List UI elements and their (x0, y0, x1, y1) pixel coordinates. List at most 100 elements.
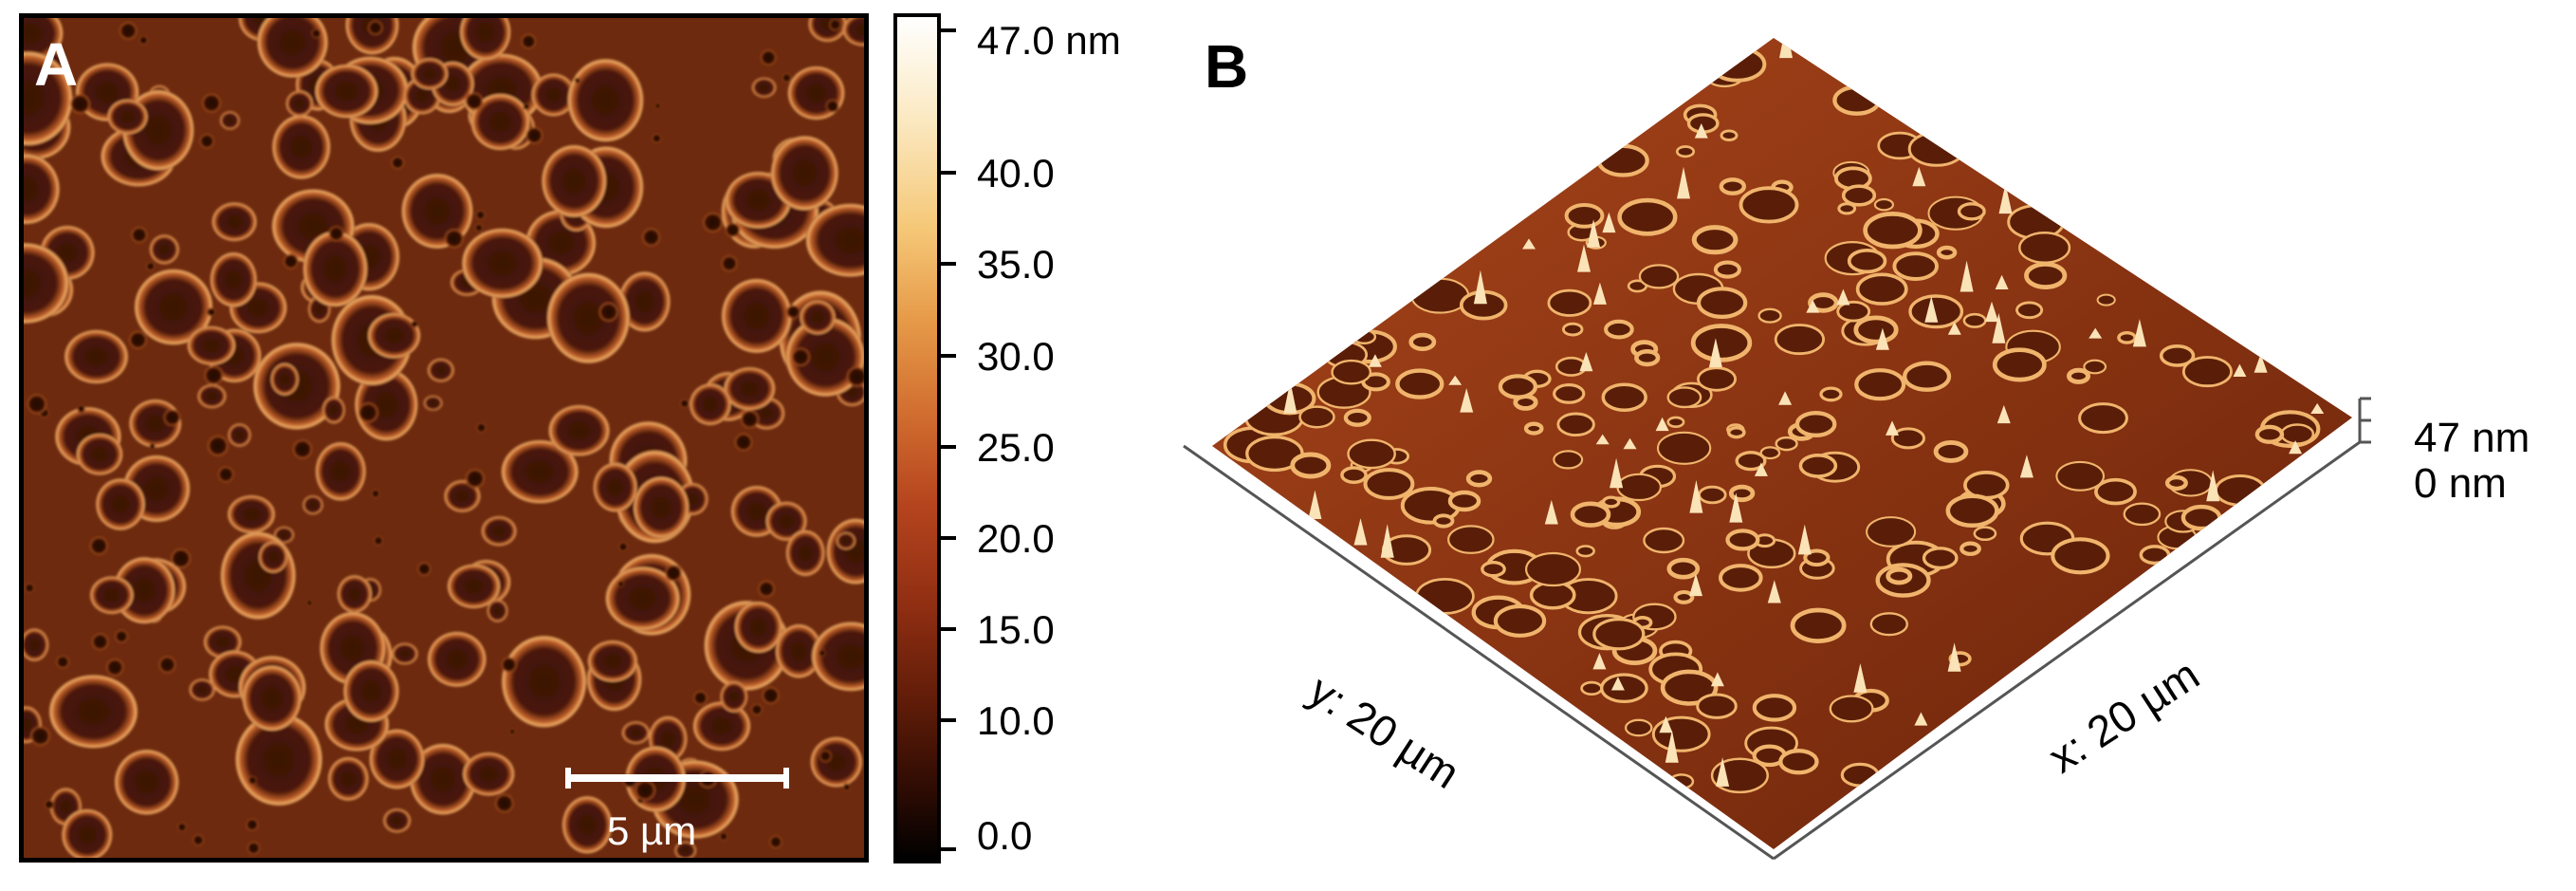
surface-peak (2254, 353, 2268, 373)
film-hole (689, 383, 731, 426)
surface-crater (1290, 452, 1332, 479)
film-pit (758, 580, 775, 598)
afm-height-map-2d (19, 13, 869, 863)
surface-peak (1995, 274, 2009, 289)
film-hole (605, 566, 680, 631)
film-hole (391, 642, 418, 665)
film-hole (561, 795, 613, 854)
surface-crater (1854, 368, 1906, 401)
film-hole (24, 51, 73, 146)
film-pit (217, 466, 234, 483)
film-hole (460, 18, 511, 61)
surface-peak (1665, 730, 1679, 763)
colorbar-label: 40.0 (977, 151, 1055, 195)
film-pit (665, 565, 682, 582)
film-hole (234, 713, 323, 807)
surface-peak (1836, 288, 1850, 306)
film-pit (149, 443, 156, 450)
surface-peak (2088, 327, 2103, 339)
film-hole (546, 272, 631, 364)
film-pit (207, 307, 216, 317)
film-pit (163, 409, 181, 426)
film-pit (89, 536, 108, 555)
film-pit (138, 35, 148, 46)
surface-crater (1775, 436, 1798, 452)
surface-peak (1716, 757, 1730, 787)
film-pit (842, 783, 851, 791)
surface-crater (1668, 773, 1695, 790)
surface-peak (1592, 282, 1607, 305)
film-hole (751, 77, 777, 98)
surface-crater (1410, 277, 1470, 314)
surface-peak (1886, 420, 1899, 436)
surface-crater (1698, 485, 1727, 505)
surface-crater (1962, 312, 1987, 328)
surface-crater (1656, 431, 1712, 465)
surface-crater (1819, 386, 1843, 402)
surface-crater (1617, 197, 1678, 236)
surface-crater (1713, 260, 1741, 279)
film-pit (283, 253, 299, 269)
surface-crater (1808, 292, 1839, 313)
surface-peak (1353, 518, 1368, 546)
surface-peak (1689, 479, 1703, 513)
film-hole (444, 479, 481, 512)
surface-crater (2159, 343, 2196, 367)
film-hole (383, 808, 412, 833)
surface-crater (2051, 537, 2110, 575)
film-pit (177, 822, 187, 832)
film-hole (770, 136, 839, 211)
surface-crater (1592, 618, 1646, 651)
surface-peak (2310, 402, 2325, 414)
surface-crater (2139, 545, 2171, 566)
film-hole (210, 251, 257, 307)
film-hole (811, 622, 864, 692)
surface-crater (1890, 427, 1926, 450)
surface-crater (2280, 423, 2315, 445)
surface-crater (1847, 248, 1887, 274)
film-hole (409, 743, 477, 815)
surface-peak (1522, 238, 1536, 250)
surface-crater (2123, 502, 2162, 527)
film-pit (246, 818, 259, 831)
surface-crater (1836, 300, 1871, 323)
film-hole (427, 358, 454, 382)
film-hole (800, 300, 836, 335)
film-pit (525, 126, 543, 144)
surface-crater (2024, 261, 2068, 289)
film-hole (842, 18, 864, 46)
surface-crater (1601, 495, 1621, 509)
afm-height-map-image (24, 18, 864, 858)
surface-crater (1739, 186, 1799, 224)
film-hole (531, 73, 576, 117)
film-pit (391, 156, 405, 170)
colorbar-tick (941, 847, 956, 851)
film-hole (113, 556, 175, 624)
colorbar-tick (941, 171, 956, 175)
surface-crater (1575, 545, 1595, 558)
surface-crater (1933, 439, 1969, 463)
surface-crater (1580, 680, 1603, 696)
film-pit (750, 703, 764, 715)
surface-crater (1465, 470, 1493, 488)
film-hole (447, 564, 501, 609)
film-pit (617, 580, 624, 587)
surface-crater (1908, 294, 1964, 329)
film-pit (786, 305, 800, 319)
surface-peak (1754, 462, 1768, 476)
film-pit (115, 629, 128, 643)
film-hole (24, 628, 49, 661)
film-pit (635, 780, 655, 801)
surface-peak (1592, 653, 1607, 670)
film-pit (27, 394, 47, 415)
film-pit (825, 99, 839, 113)
film-pit (131, 227, 148, 244)
surface-crater (1992, 347, 2047, 382)
film-hole (427, 631, 487, 687)
surface-crater (1691, 225, 1739, 255)
film-pit (306, 600, 313, 606)
surface-peak (1579, 352, 1593, 372)
film-hole (461, 228, 543, 299)
film-pit (465, 92, 484, 110)
